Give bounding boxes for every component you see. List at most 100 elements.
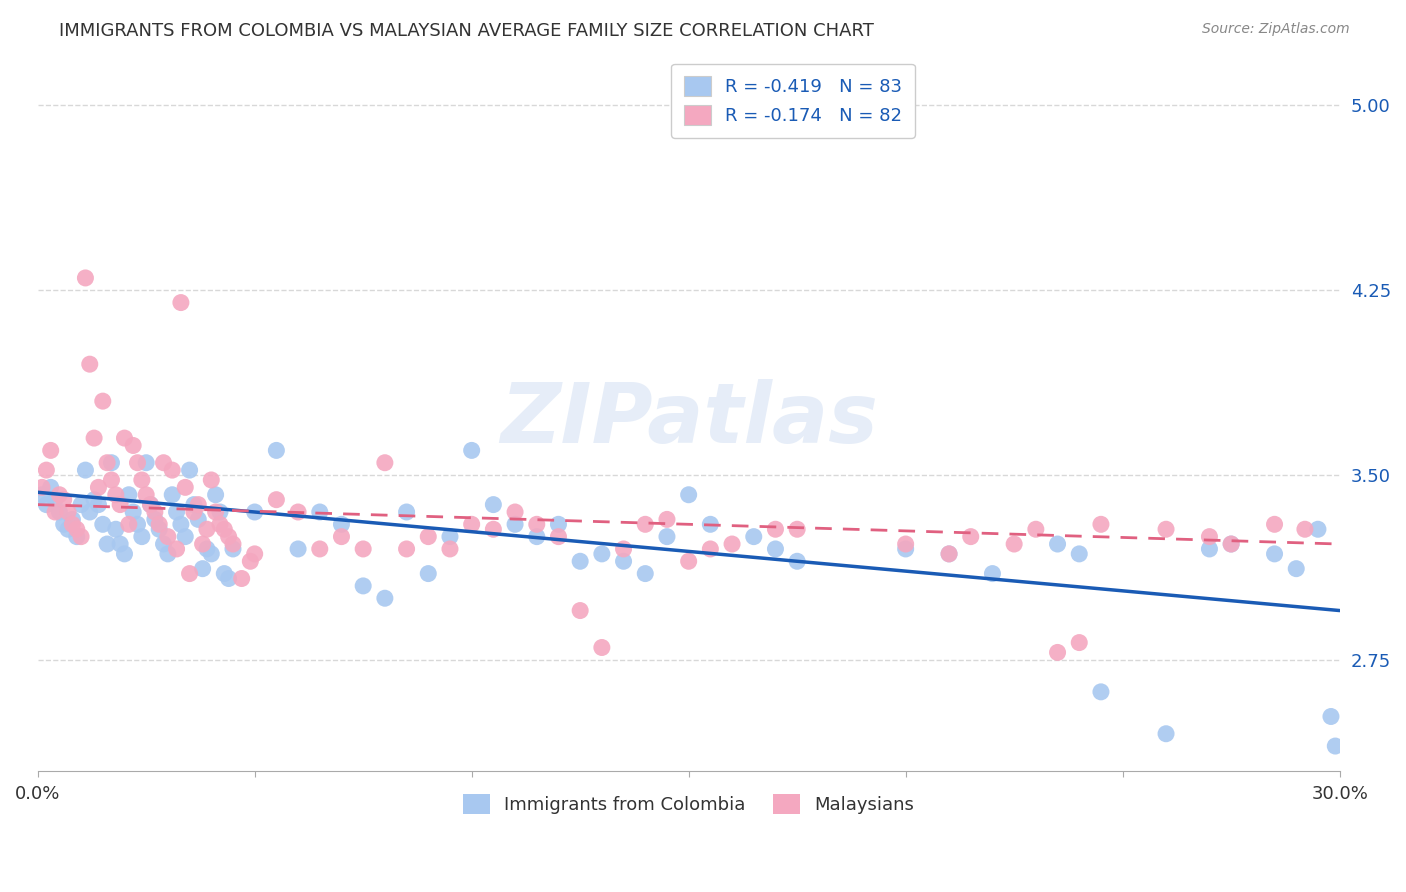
Point: [127, 517, 149, 532]
Point: [79, 505, 101, 519]
Point: [135, 488, 157, 502]
Point: [569, 603, 592, 617]
Point: [195, 522, 218, 536]
Point: [894, 541, 917, 556]
Point: [938, 547, 960, 561]
Point: [183, 498, 205, 512]
Point: [91, 517, 114, 532]
Point: [266, 492, 288, 507]
Point: [60, 512, 83, 526]
Point: [156, 530, 179, 544]
Point: [1154, 727, 1177, 741]
Point: [66, 530, 89, 544]
Point: [31, 480, 53, 494]
Point: [60, 517, 83, 532]
Point: [1220, 537, 1243, 551]
Point: [191, 562, 214, 576]
Point: [204, 488, 226, 502]
Point: [460, 517, 482, 532]
Point: [187, 498, 209, 512]
Point: [374, 591, 396, 606]
Point: [526, 530, 548, 544]
Point: [1264, 517, 1286, 532]
Point: [222, 537, 245, 551]
Point: [118, 488, 141, 502]
Point: [52, 517, 75, 532]
Point: [765, 541, 787, 556]
Point: [699, 517, 721, 532]
Point: [591, 640, 613, 655]
Point: [143, 512, 166, 526]
Point: [166, 541, 188, 556]
Point: [1002, 537, 1025, 551]
Point: [678, 554, 700, 568]
Point: [114, 431, 136, 445]
Point: [160, 463, 183, 477]
Point: [70, 498, 93, 512]
Point: [418, 530, 440, 544]
Point: [200, 547, 222, 561]
Point: [31, 488, 53, 502]
Point: [39, 443, 62, 458]
Point: [204, 505, 226, 519]
Point: [156, 547, 179, 561]
Point: [460, 443, 482, 458]
Point: [1090, 517, 1112, 532]
Point: [139, 498, 162, 512]
Point: [179, 463, 201, 477]
Point: [75, 271, 97, 285]
Point: [1294, 522, 1316, 536]
Point: [114, 547, 136, 561]
Point: [374, 456, 396, 470]
Point: [200, 473, 222, 487]
Point: [83, 492, 105, 507]
Point: [218, 572, 240, 586]
Point: [308, 541, 330, 556]
Point: [108, 498, 131, 512]
Point: [1324, 739, 1347, 753]
Point: [174, 480, 197, 494]
Point: [287, 505, 309, 519]
Point: [104, 488, 127, 502]
Point: [183, 505, 205, 519]
Point: [108, 537, 131, 551]
Point: [655, 512, 678, 526]
Point: [96, 537, 118, 551]
Point: [613, 541, 636, 556]
Point: [266, 443, 288, 458]
Point: [70, 530, 93, 544]
Point: [742, 530, 765, 544]
Point: [79, 357, 101, 371]
Point: [52, 492, 75, 507]
Point: [231, 572, 253, 586]
Point: [104, 522, 127, 536]
Point: [395, 505, 418, 519]
Point: [48, 505, 70, 519]
Point: [44, 492, 66, 507]
Point: [100, 456, 122, 470]
Legend: Immigrants from Colombia, Malaysians: Immigrants from Colombia, Malaysians: [453, 783, 925, 825]
Point: [547, 517, 569, 532]
Point: [179, 566, 201, 581]
Point: [191, 537, 214, 551]
Point: [139, 498, 162, 512]
Point: [222, 541, 245, 556]
Point: [1220, 537, 1243, 551]
Point: [634, 517, 657, 532]
Point: [35, 463, 58, 477]
Point: [87, 498, 110, 512]
Point: [547, 530, 569, 544]
Text: ZIPatlas: ZIPatlas: [499, 379, 877, 460]
Point: [166, 505, 188, 519]
Point: [503, 505, 526, 519]
Point: [352, 541, 374, 556]
Point: [613, 554, 636, 568]
Text: Source: ZipAtlas.com: Source: ZipAtlas.com: [1202, 22, 1350, 37]
Point: [894, 537, 917, 551]
Point: [439, 541, 461, 556]
Point: [330, 530, 353, 544]
Point: [214, 566, 236, 581]
Point: [678, 488, 700, 502]
Point: [330, 517, 353, 532]
Point: [634, 566, 657, 581]
